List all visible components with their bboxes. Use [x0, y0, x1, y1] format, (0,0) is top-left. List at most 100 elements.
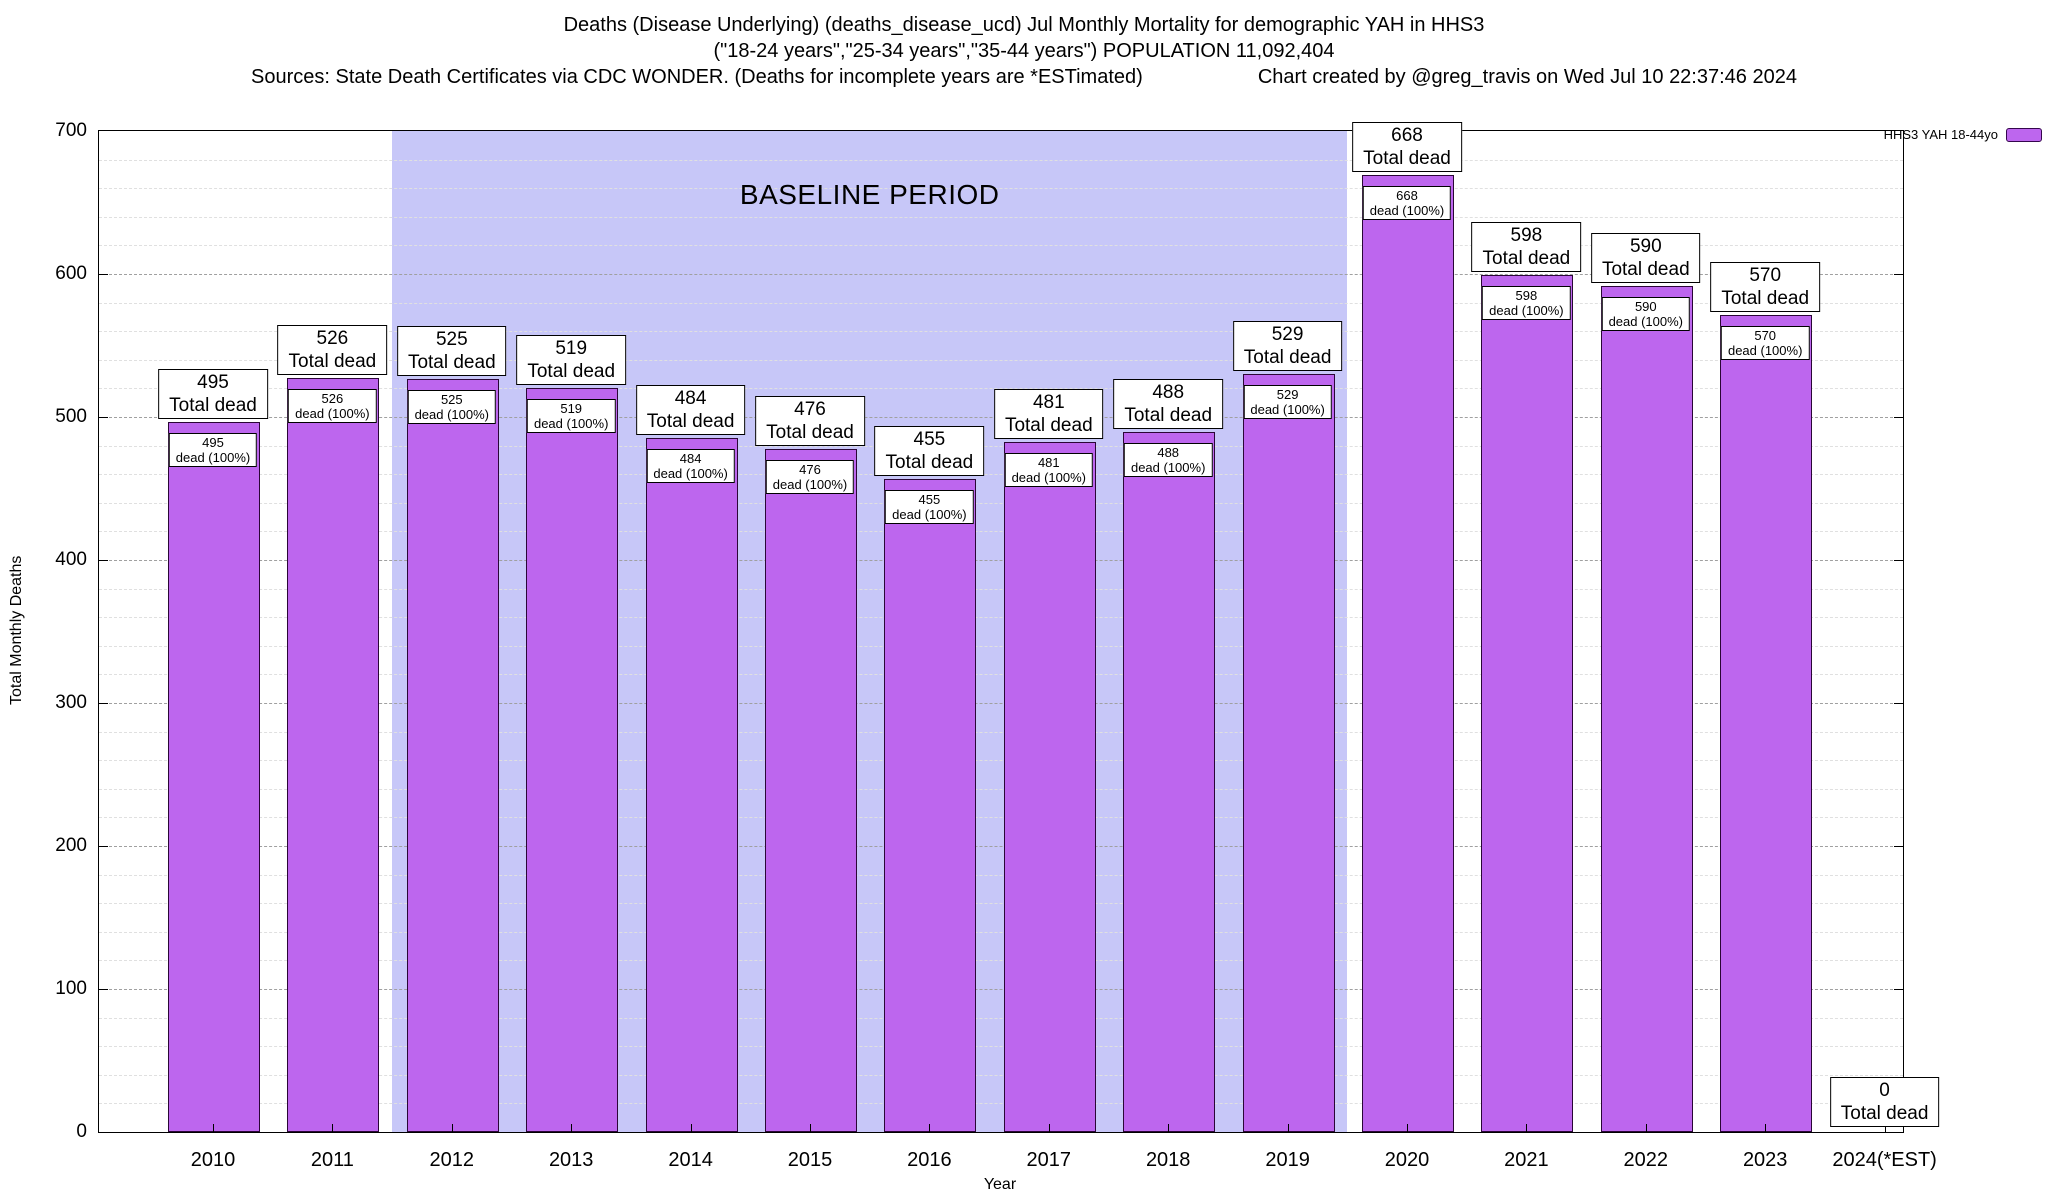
gridline: [99, 760, 1903, 762]
baseline-period-label: BASELINE PERIOD: [739, 179, 1000, 210]
gridline: [99, 817, 1903, 819]
legend-swatch: [2006, 127, 2042, 142]
gridline: [99, 474, 1903, 476]
x-axis-tick-mark: [1048, 1124, 1050, 1132]
bar-2023: [1720, 314, 1813, 1132]
x-axis-tick-label-2018: 2018: [1145, 1149, 1191, 1171]
chart-sources-text: Sources: State Death Certificates via CD…: [251, 66, 1143, 88]
gridline: [99, 931, 1903, 933]
x-axis-tick-mark: [1407, 1124, 1408, 1132]
bar-2012: [406, 379, 499, 1132]
gridline: [99, 617, 1903, 619]
gridline: [99, 1017, 1903, 1019]
x-axis-tick-label-2017: 2017: [1026, 1149, 1072, 1171]
bar-inner-label-2010: 495 dead (100%): [168, 433, 258, 468]
bar-total-label-2014: 484 Total dead: [635, 384, 746, 435]
x-axis-title: Year: [983, 1176, 1017, 1193]
bar-inner-label-2022: 590 dead (100%): [1601, 297, 1691, 332]
gridline: [99, 502, 1903, 504]
gridline: [99, 903, 1903, 905]
bar-total-label-2017: 481 Total dead: [993, 389, 1104, 440]
chart-credit-text: Chart created by @greg_travis on Wed Jul…: [1257, 66, 1797, 88]
x-axis-tick-mark: [571, 1124, 573, 1132]
bar-inner-label-2012: 525 dead (100%): [407, 390, 497, 425]
gridline: [99, 1074, 1903, 1076]
bar-inner-label-2013: 519 dead (100%): [526, 398, 616, 433]
gridline: [99, 960, 1903, 962]
y-axis-title: Total Monthly Deaths: [8, 555, 25, 705]
gridline: [99, 531, 1903, 533]
bar-inner-label-2014: 484 dead (100%): [646, 448, 735, 483]
x-axis-tick-mark: [332, 1124, 334, 1132]
x-axis-tick-mark: [1526, 1124, 1528, 1132]
bar-total-label-2022: 590 Total dead: [1590, 233, 1701, 284]
gridline: [99, 731, 1903, 733]
bar-2020: [1362, 174, 1454, 1132]
bar-2019: [1242, 373, 1335, 1132]
x-axis-tick-label-2021: 2021: [1504, 1149, 1549, 1171]
chart-title-line2: ("18-24 years","25-34 years","35-44 year…: [713, 40, 1335, 62]
gridline: [99, 874, 1903, 876]
bar-inner-label-2020: 668 dead (100%): [1362, 185, 1452, 220]
gridline: [99, 216, 1903, 218]
y-axis-tick-mark: [99, 274, 108, 275]
bar-total-label-2024est: 0 Total dead: [1829, 1077, 1940, 1127]
y-axis-tick-mark: [1894, 417, 1903, 418]
y-axis-tick-label: 0: [76, 1121, 87, 1142]
x-axis-tick-mark: [1287, 1124, 1289, 1132]
y-axis-tick-mark: [99, 417, 108, 418]
bar-inner-label-2019: 529 dead (100%): [1243, 384, 1332, 419]
gridline: [99, 1046, 1903, 1048]
y-axis-tick-mark: [1894, 560, 1903, 561]
x-axis-tick-label-2020: 2020: [1384, 1149, 1430, 1171]
gridline: [99, 788, 1903, 790]
x-axis-tick-label-2011: 2011: [310, 1149, 354, 1171]
bar-total-label-2018: 488 Total dead: [1113, 379, 1224, 430]
x-axis-tick-label-2012: 2012: [429, 1149, 475, 1171]
bar-total-label-2016: 455 Total dead: [874, 426, 985, 477]
x-axis-tick-label-2024est: 2024(*EST): [1832, 1149, 1937, 1171]
bar-2017: [1003, 442, 1096, 1132]
gridline: [99, 274, 1903, 275]
x-axis-tick-label-2015: 2015: [787, 1149, 833, 1171]
x-axis-tick-mark: [690, 1124, 692, 1132]
bar-2018: [1123, 432, 1216, 1132]
x-axis-tick-label-2010: 2010: [190, 1149, 236, 1171]
gridline: [99, 674, 1903, 676]
gridline: [99, 1103, 1903, 1105]
y-axis-tick-mark: [99, 989, 108, 990]
legend: HHS3 YAH 18-44yo: [1884, 127, 2042, 142]
y-axis-tick-label: 700: [55, 120, 87, 141]
bar-inner-label-2017: 481 dead (100%): [1004, 453, 1094, 488]
gridline: [99, 159, 1903, 161]
x-axis-tick-mark: [929, 1124, 931, 1132]
bar-2016: [884, 479, 977, 1132]
x-axis-tick-mark: [1765, 1124, 1767, 1132]
y-axis-tick-mark: [1894, 703, 1903, 704]
bar-2013: [526, 387, 619, 1132]
bar-2014: [645, 437, 738, 1132]
y-axis-tick-mark: [1894, 274, 1903, 275]
y-axis-tick-label: 200: [55, 835, 87, 856]
bar-total-label-2012: 525 Total dead: [396, 326, 507, 377]
gridline: [99, 302, 1903, 304]
x-axis-tick-mark: [1168, 1124, 1170, 1132]
bar-total-label-2019: 529 Total dead: [1232, 320, 1343, 371]
gridline: [99, 703, 1903, 704]
gridline: [99, 359, 1903, 361]
gridline: [99, 331, 1903, 333]
bar-total-label-2023: 570 Total dead: [1710, 261, 1821, 312]
bar-inner-label-2015: 476 dead (100%): [765, 460, 855, 495]
x-axis-tick-mark: [1645, 1124, 1647, 1132]
bar-total-label-2011: 526 Total dead: [277, 324, 388, 375]
legend-label: HHS3 YAH 18-44yo: [1883, 127, 1998, 142]
chart-title-line1: Deaths (Disease Underlying) (deaths_dise…: [563, 14, 1485, 36]
gridline: [99, 388, 1903, 390]
bar-2015: [765, 449, 857, 1132]
bar-2011: [287, 377, 380, 1132]
plot-area: BASELINE PERIOD 0 100 200 300 400 500 600 700 495…: [55, 120, 1940, 1171]
gridline: [99, 188, 1903, 190]
bar-inner-label-2011: 526 dead (100%): [288, 388, 377, 423]
y-axis-tick-label: 300: [55, 692, 87, 713]
bar-2010: [168, 422, 260, 1132]
